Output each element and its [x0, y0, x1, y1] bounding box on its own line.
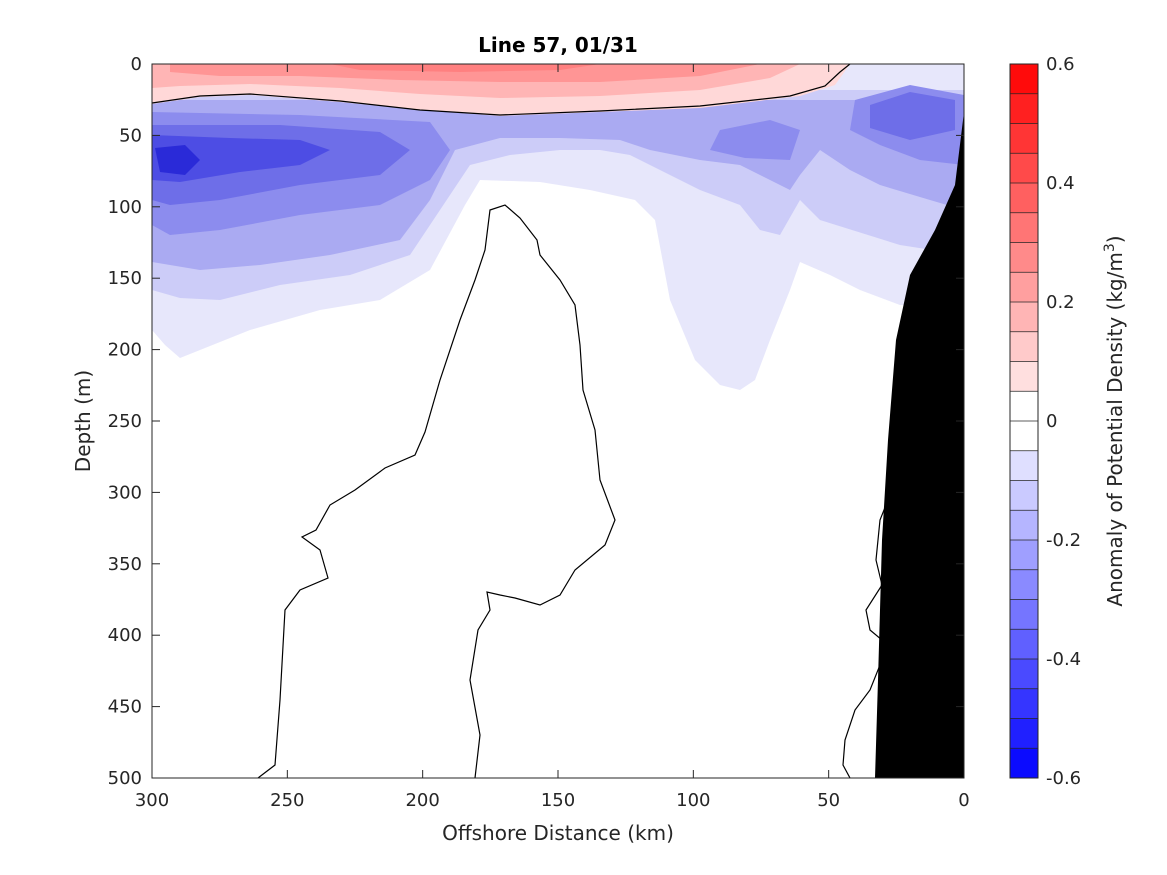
chart-title: Line 57, 01/31 [478, 33, 638, 57]
x-tick-label: 200 [405, 790, 439, 811]
colorbar-tick-label: 0.2 [1046, 292, 1075, 313]
y-axis: 0 50 100 150 200 250 300 350 400 450 500 [108, 54, 964, 789]
zero-contour-deep-1 [257, 204, 616, 778]
colorbar-tick-label: 0.6 [1046, 54, 1075, 75]
negative-band-4 [152, 85, 964, 235]
colorbar-frame [1009, 63, 1039, 779]
colorbar-title-suffix: ) [1103, 235, 1127, 243]
y-tick-label: 200 [108, 340, 142, 361]
negative-band-5 [152, 92, 955, 205]
y-tick-label: 400 [108, 625, 142, 646]
y-tick-label: 100 [108, 197, 142, 218]
y-tick-label: 350 [108, 554, 142, 575]
colorbar-band [1010, 599, 1038, 630]
negative-band-7 [155, 145, 200, 175]
y-tick-label: 0 [131, 54, 142, 75]
colorbar-band [1010, 421, 1038, 452]
colorbar-band [1010, 659, 1038, 690]
colorbar-band [1010, 629, 1038, 660]
colorbar-tick-label: 0 [1046, 411, 1057, 432]
colorbar-band [1010, 183, 1038, 214]
x-axis-title: Offshore Distance (km) [442, 821, 674, 845]
colorbar-band [1010, 480, 1038, 511]
x-tick-label: 300 [135, 790, 169, 811]
y-tick-label: 450 [108, 697, 142, 718]
y-tick-label: 50 [119, 125, 142, 146]
x-tick-label: 150 [541, 790, 575, 811]
y-tick-label: 250 [108, 411, 142, 432]
colorbar-band [1010, 272, 1038, 303]
colorbar-tick-label: 0.4 [1046, 173, 1075, 194]
colorbar-band [1010, 361, 1038, 392]
colorbar-band [1010, 302, 1038, 333]
colorbar-tick-label: -0.6 [1046, 768, 1081, 789]
colorbar-tick-label: -0.2 [1046, 530, 1081, 551]
x-tick-label: 50 [817, 790, 840, 811]
colorbar-band [1010, 540, 1038, 571]
colorbar-band [1010, 93, 1038, 124]
colorbar-band [1010, 391, 1038, 422]
colorbar-title: Anomaly of Potential Density (kg/m3) [1102, 235, 1127, 606]
colorbar-title-prefix: Anomaly of Potential Density (kg/m [1103, 252, 1127, 606]
colorbar-band [1010, 331, 1038, 362]
colorbar-band [1010, 450, 1038, 481]
y-tick-label: 150 [108, 268, 142, 289]
colorbar-band [1010, 510, 1038, 541]
x-tick-label: 250 [270, 790, 304, 811]
zero-contour-surface [152, 64, 851, 116]
colorbar-title-sup: 3 [1102, 243, 1118, 252]
bathymetry-land [875, 112, 964, 778]
colorbar-band [1010, 718, 1038, 749]
colorbar-band [1010, 748, 1038, 779]
colorbar-band [1010, 123, 1038, 154]
colorbar-band [1010, 212, 1038, 243]
positive-band-3 [170, 64, 760, 82]
x-tick-label: 0 [958, 790, 969, 811]
y-tick-label: 500 [108, 768, 142, 789]
colorbar-band [1010, 153, 1038, 184]
colorbar-ticks: 0.6 0.4 0.2 0 -0.2 -0.4 -0.6 [1046, 54, 1081, 789]
positive-band-4 [330, 64, 600, 72]
y-axis-title: Depth (m) [71, 370, 95, 472]
y-tick-label: 300 [108, 482, 142, 503]
density-anomaly-field [152, 64, 964, 778]
x-axis: 300 250 200 150 100 50 0 [135, 64, 970, 811]
colorbar [1010, 64, 1038, 779]
colorbar-band [1010, 242, 1038, 273]
colorbar-band [1010, 688, 1038, 719]
zero-contour-deep-2 [842, 489, 891, 778]
colorbar-band [1010, 64, 1038, 95]
negative-band-6 [152, 135, 330, 182]
x-tick-label: 100 [676, 790, 710, 811]
colorbar-tick-label: -0.4 [1046, 649, 1081, 670]
colorbar-band [1010, 569, 1038, 600]
